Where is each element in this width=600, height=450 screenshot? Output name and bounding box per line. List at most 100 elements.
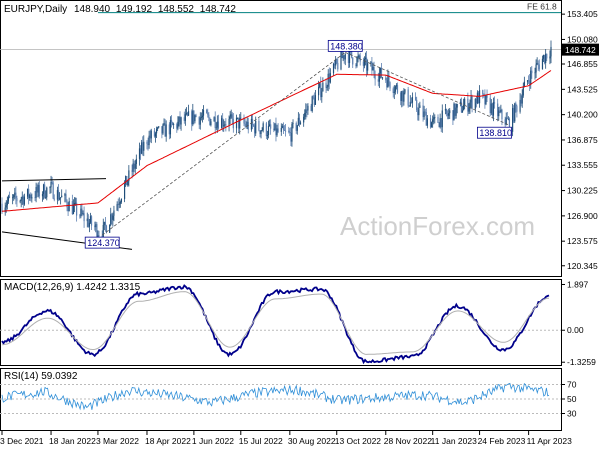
candle-body xyxy=(321,91,323,98)
candle-body xyxy=(186,112,189,116)
candle-body xyxy=(183,117,185,121)
candle-body xyxy=(468,107,470,112)
candle-body xyxy=(7,196,9,202)
candle-body xyxy=(158,126,160,128)
last-price-tag xyxy=(562,43,599,56)
candle-body xyxy=(177,121,179,129)
candle-body xyxy=(461,110,464,113)
rsi-title: RSI(14) 59.0392 xyxy=(4,371,78,382)
candle-body xyxy=(251,118,254,125)
x-axis-label: 3 Mar 2022 xyxy=(96,436,139,446)
candle-body xyxy=(139,148,142,154)
candle-body xyxy=(238,117,240,129)
candle-body xyxy=(417,110,419,116)
candle-body xyxy=(14,192,16,195)
candle-body xyxy=(240,117,242,119)
candle-body xyxy=(497,103,499,117)
candle-body xyxy=(534,72,536,74)
candle-body xyxy=(456,104,458,108)
candle-body xyxy=(448,113,450,116)
candle-body xyxy=(275,123,277,136)
candle-body xyxy=(432,119,434,123)
candle-body xyxy=(102,224,104,242)
candle-body xyxy=(493,102,496,104)
candle-body xyxy=(180,117,182,125)
candle-body xyxy=(133,163,135,169)
candle-body xyxy=(290,133,292,142)
macd-axis-label: 0.00 xyxy=(567,325,584,335)
candle-body xyxy=(12,197,14,199)
candle-body xyxy=(403,92,405,102)
candle-body xyxy=(327,73,329,87)
candle-body xyxy=(504,119,506,125)
moving-average-line xyxy=(1,70,552,212)
candle-body xyxy=(365,57,368,71)
candle-body xyxy=(306,109,308,111)
candle-body xyxy=(267,125,270,136)
candle-body xyxy=(514,103,516,122)
macd-line xyxy=(1,284,550,365)
candle-body xyxy=(379,67,382,74)
candle-body xyxy=(389,82,391,89)
candle-body xyxy=(516,106,518,112)
candle-body xyxy=(155,128,158,134)
signal-line xyxy=(1,291,550,355)
candle-body xyxy=(198,116,200,125)
candle-body xyxy=(281,125,283,128)
candle-body xyxy=(336,59,338,63)
candle-body xyxy=(526,80,529,82)
candle-body xyxy=(68,201,70,212)
candle-body xyxy=(73,202,76,206)
candle-body xyxy=(52,182,54,199)
candle-body xyxy=(358,55,360,58)
candle-body xyxy=(549,56,551,59)
candle-body xyxy=(37,185,39,193)
candle-body xyxy=(415,97,417,100)
candle-body xyxy=(276,128,278,136)
candle-body xyxy=(149,135,151,139)
candle-body xyxy=(82,213,84,215)
candle-body xyxy=(474,98,476,109)
candle-body xyxy=(521,95,523,104)
candle-body xyxy=(201,115,204,118)
candle-body xyxy=(112,215,114,220)
candle-body xyxy=(550,46,552,57)
candle-body xyxy=(370,62,372,64)
candle-body xyxy=(61,195,63,198)
candle-body xyxy=(515,103,517,107)
x-axis-label: 30 Aug 2022 xyxy=(288,436,336,446)
candle-body xyxy=(396,85,399,93)
fib-label: FE 61.8 xyxy=(527,2,557,12)
candle-body xyxy=(464,98,466,106)
candle-body xyxy=(128,170,130,182)
candle-body xyxy=(530,70,532,85)
candle-body xyxy=(519,99,521,112)
candle-body xyxy=(135,158,137,165)
annotation-box xyxy=(327,39,363,52)
candle-body xyxy=(388,75,390,83)
candle-body xyxy=(352,57,354,65)
candle-body xyxy=(460,101,463,113)
candle-body xyxy=(35,187,37,198)
candle-body xyxy=(484,94,486,105)
rsi-line xyxy=(1,382,550,411)
candle-body xyxy=(431,122,433,128)
candle-body xyxy=(422,105,424,118)
candle-body xyxy=(437,116,439,123)
candle-body xyxy=(111,214,113,220)
candle-body xyxy=(81,208,83,215)
candle-body xyxy=(200,117,202,118)
candle-body xyxy=(320,83,322,98)
candle-body xyxy=(505,117,507,125)
candle-body xyxy=(313,97,315,105)
candle-body xyxy=(134,164,136,169)
candle-body xyxy=(72,205,75,215)
candle-body xyxy=(372,66,374,71)
candle-body xyxy=(162,124,164,134)
candle-body xyxy=(486,95,488,98)
candle-body xyxy=(138,148,141,159)
candle-body xyxy=(419,105,421,108)
candle-body xyxy=(333,63,336,66)
candle-body xyxy=(235,117,238,129)
candle-body xyxy=(542,55,545,59)
